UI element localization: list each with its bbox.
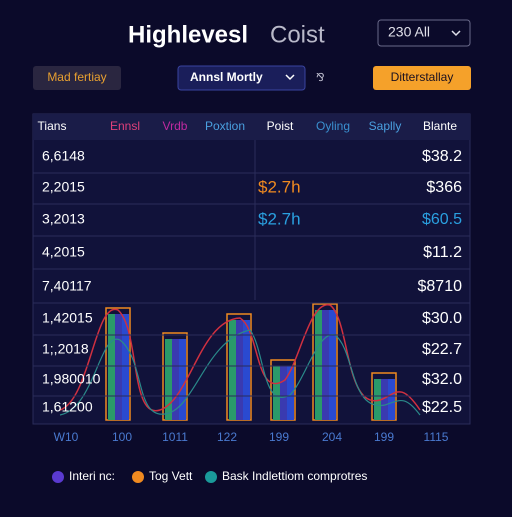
legend-swatch [52, 471, 64, 483]
row-label: 2,2015 [42, 179, 85, 195]
row-amount: $32.0 [422, 371, 462, 388]
bar-chart [59, 303, 421, 421]
row-amount: $22.5 [422, 399, 462, 416]
left-button[interactable]: Mad fertiay [33, 66, 121, 90]
dropdown-label[interactable]: Annsl Mortly [190, 70, 263, 84]
row-label: 7,40117 [42, 278, 92, 294]
title-main: Highlevesl [128, 21, 248, 48]
legend-swatch [205, 471, 217, 483]
dropdown-label[interactable]: 230 All [388, 24, 430, 40]
bar [108, 314, 115, 420]
row-label: 1,61200 [42, 399, 93, 415]
bar [315, 310, 322, 420]
row-label: 1;,2018 [42, 341, 89, 357]
row-label: 6,6148 [42, 148, 85, 164]
trend-line [59, 329, 421, 416]
legend-label: Tog Vett [149, 469, 193, 483]
dropdown-box[interactable] [177, 65, 306, 91]
bar [236, 320, 243, 420]
column-header: Tians [38, 119, 67, 133]
column-header: Ennsl [110, 119, 140, 133]
table-header [33, 114, 470, 140]
top-dropdown[interactable]: 230 All [377, 19, 471, 47]
column-header: Blante [423, 119, 457, 133]
column-header: Oyling [316, 119, 350, 133]
row-label: 1,980010 [42, 371, 101, 387]
bar [388, 379, 395, 420]
legend-label: Bask Indlettiom comprotres [222, 469, 367, 483]
bar [229, 320, 236, 420]
chevron [451, 30, 461, 37]
period-dropdown[interactable]: Annsl Mortly [177, 65, 306, 91]
row-amount: $38.2 [422, 148, 462, 165]
row-amount: $366 [426, 179, 462, 196]
row-label: 3,2013 [42, 211, 85, 227]
legend-swatch [132, 471, 144, 483]
bar [115, 314, 122, 420]
legend-label: Interi nc: [69, 469, 115, 483]
column-header: Saplly [369, 119, 402, 133]
bar [287, 366, 294, 420]
bar [280, 366, 287, 420]
bar [243, 320, 250, 420]
x-label: 122 [217, 430, 237, 444]
bar [165, 339, 172, 420]
row-note: $2.7h [258, 177, 301, 196]
row-label: 1,42015 [42, 310, 93, 326]
column-header: Poxtion [205, 119, 245, 133]
x-label: 100 [112, 430, 132, 444]
right-button[interactable]: Ditterstallay [373, 66, 471, 90]
button-label[interactable]: Ditterstallay [391, 70, 454, 84]
column-header: Vrdb [163, 119, 188, 133]
bar [179, 339, 186, 420]
bar [381, 379, 388, 420]
x-label: 199 [374, 430, 394, 444]
dropdown-box[interactable] [377, 19, 471, 47]
x-label: 204 [322, 430, 342, 444]
row-amount: $8710 [418, 278, 463, 295]
row-amount: $22.7 [422, 341, 462, 358]
row-amount: $11.2 [423, 244, 462, 261]
title-rest: Coist [270, 21, 325, 48]
row-note: $2.7h [258, 209, 301, 228]
column-header: Poist [267, 119, 294, 133]
button-label[interactable]: Mad fertiay [47, 70, 106, 84]
chevron [285, 74, 295, 81]
bar [322, 310, 329, 420]
x-label: 199 [269, 430, 289, 444]
bar [273, 366, 280, 420]
x-label: 1115 [424, 430, 449, 444]
row-amount: $60.5 [422, 211, 462, 228]
bar [329, 310, 336, 420]
row-amount: $30.0 [422, 310, 462, 327]
x-label: 1011 [162, 430, 188, 444]
button-box[interactable] [373, 66, 471, 90]
button-box[interactable] [33, 66, 121, 90]
bar [374, 379, 381, 420]
row-label: 4,2015 [42, 244, 85, 260]
bar [122, 314, 129, 420]
x-label: W10 [54, 430, 79, 444]
icon-text: ⅋ [316, 72, 325, 84]
bar [172, 339, 179, 420]
